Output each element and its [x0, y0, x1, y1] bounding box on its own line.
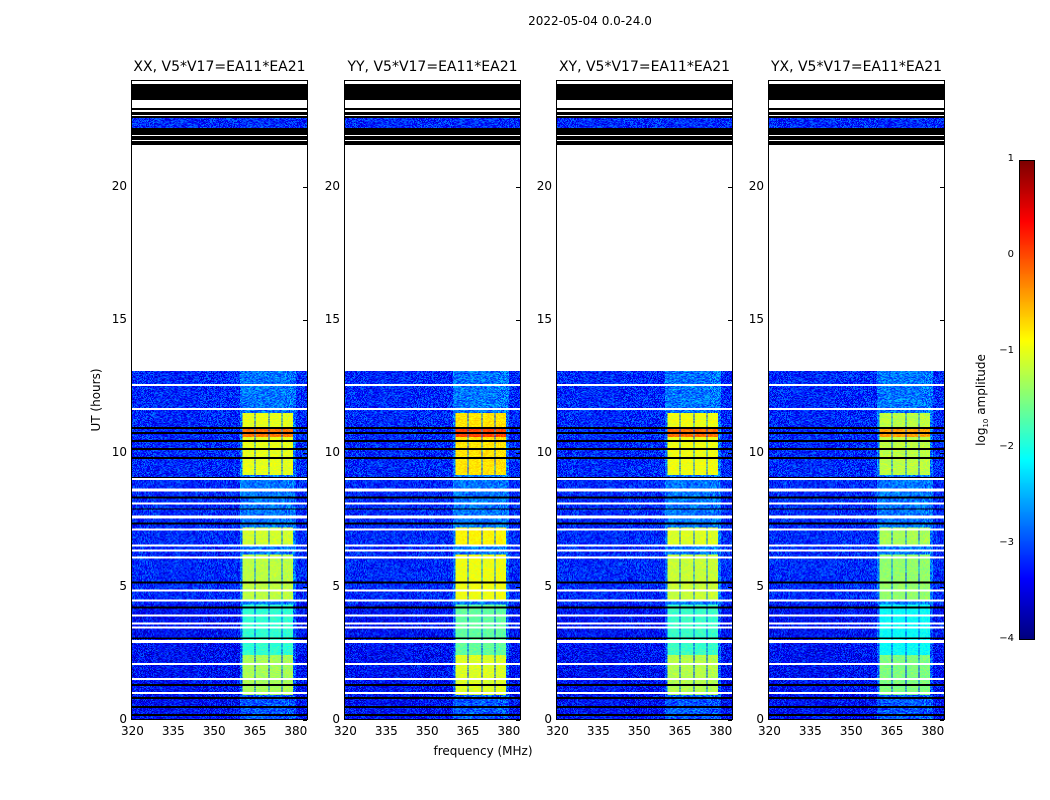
y-tick-mark — [303, 720, 307, 721]
heatmap-panel — [344, 80, 521, 720]
panel-title: XX, V5*V17=EA11*EA21 — [133, 59, 306, 75]
colorbar-tick-label: 1 — [1007, 153, 1014, 164]
y-tick-label: 5 — [756, 578, 764, 593]
y-tick-label: 10 — [748, 445, 764, 460]
heatmap-panel — [768, 80, 945, 720]
x-axis-label: frequency (MHz) — [433, 744, 533, 758]
y-tick-label: 5 — [544, 578, 552, 593]
y-tick-mark — [516, 586, 520, 588]
y-tick-mark — [940, 453, 944, 455]
y-tick-label: 0 — [756, 712, 764, 726]
y-tick-mark — [940, 320, 944, 321]
figure-title: 2022-05-04 0.0-24.0 — [528, 14, 652, 28]
y-tick-mark — [728, 320, 732, 321]
y-tick-label: 20 — [324, 178, 340, 193]
x-tick-label: 350 — [839, 724, 863, 738]
x-tick-label: 380 — [284, 724, 308, 738]
colorbar-tick-label: −3 — [999, 537, 1014, 548]
y-tick-mark — [728, 720, 732, 721]
x-tick-label: 335 — [586, 724, 610, 738]
x-tick-label: 380 — [709, 724, 733, 738]
x-tick-label: 320 — [121, 724, 144, 738]
y-tick-mark — [940, 720, 944, 721]
colorbar-tick-label: 0 — [1007, 249, 1014, 260]
y-tick-label: 10 — [324, 445, 340, 460]
y-tick-label: 15 — [748, 312, 764, 326]
y-tick-mark — [940, 186, 944, 188]
x-tick-label: 365 — [456, 724, 480, 738]
colorbar-tick-label: −1 — [999, 345, 1014, 356]
x-tick-label: 335 — [798, 724, 822, 738]
y-tick-label: 5 — [119, 578, 127, 593]
colorbar-label: log10 amplitude — [973, 354, 991, 446]
y-tick-mark — [303, 453, 307, 455]
x-tick-label: 320 — [546, 724, 569, 738]
x-tick-label: 350 — [415, 724, 439, 738]
panel-title: YX, V5*V17=EA11*EA21 — [770, 59, 943, 75]
y-tick-label: 15 — [111, 312, 127, 326]
y-axis-label: UT (hours) — [89, 368, 103, 432]
y-tick-label: 10 — [536, 445, 552, 460]
x-tick-label: 335 — [161, 724, 185, 738]
colorbar-tick-label: −4 — [999, 633, 1014, 644]
x-tick-label: 335 — [374, 724, 398, 738]
y-tick-mark — [516, 186, 520, 188]
y-tick-label: 15 — [536, 312, 552, 326]
heatmap-panel — [556, 80, 733, 720]
y-tick-mark — [940, 586, 944, 588]
y-tick-label: 0 — [544, 712, 552, 726]
y-tick-label: 0 — [332, 712, 340, 726]
y-tick-mark — [303, 186, 307, 188]
y-tick-label: 0 — [119, 712, 127, 726]
y-tick-label: 5 — [332, 578, 340, 593]
x-tick-label: 320 — [758, 724, 781, 738]
y-tick-label: 20 — [748, 178, 764, 193]
x-tick-label: 320 — [334, 724, 357, 738]
y-tick-mark — [303, 586, 307, 588]
x-tick-label: 365 — [668, 724, 692, 738]
y-tick-mark — [516, 320, 520, 321]
x-tick-label: 350 — [202, 724, 226, 738]
colorbar-gradient — [1020, 161, 1034, 639]
colorbar-tick-label: −2 — [999, 441, 1014, 452]
x-tick-label: 350 — [627, 724, 651, 738]
y-tick-label: 20 — [111, 178, 127, 193]
y-tick-mark — [303, 320, 307, 321]
y-tick-mark — [516, 453, 520, 455]
colorbar — [1019, 160, 1035, 640]
y-tick-mark — [728, 186, 732, 188]
x-tick-label: 380 — [921, 724, 945, 738]
x-tick-label: 365 — [880, 724, 904, 738]
y-tick-label: 20 — [536, 178, 552, 193]
x-tick-label: 365 — [243, 724, 267, 738]
heatmap-panel — [131, 80, 308, 720]
y-tick-label: 10 — [111, 445, 127, 460]
y-tick-mark — [728, 586, 732, 588]
y-tick-label: 15 — [324, 312, 340, 326]
panel-title: YY, V5*V17=EA11*EA21 — [347, 59, 518, 75]
y-tick-mark — [516, 720, 520, 721]
x-tick-label: 380 — [497, 724, 521, 738]
y-tick-mark — [728, 453, 732, 455]
panel-title: XY, V5*V17=EA11*EA21 — [558, 59, 731, 75]
